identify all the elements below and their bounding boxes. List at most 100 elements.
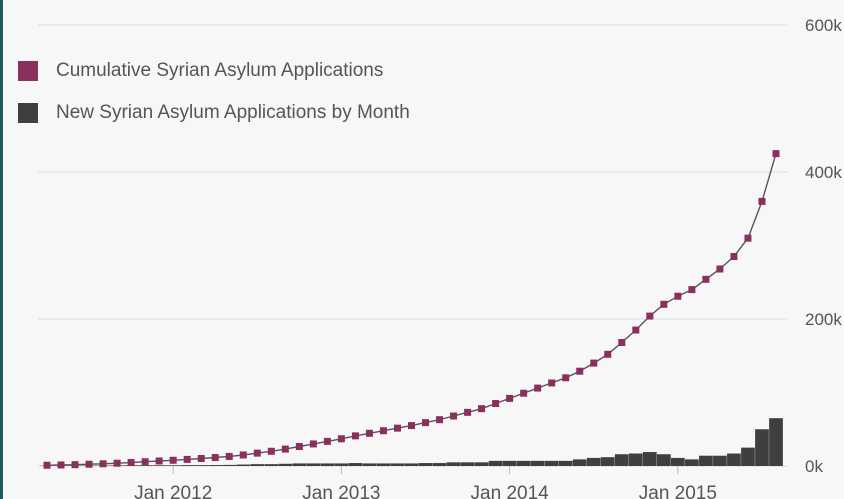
cumulative-point [744,234,752,242]
cumulative-point [772,150,780,158]
monthly-bar [769,418,783,466]
cumulative-point [618,339,626,347]
cumulative-point [295,443,303,451]
cumulative-point [351,432,359,440]
cumulative-point [253,449,261,457]
monthly-bar [474,462,489,466]
monthly-bar [264,464,279,466]
y-tick-label: 400k [805,163,842,182]
cumulative-point [393,424,401,432]
cumulative-point [281,445,289,453]
monthly-bar [586,457,601,466]
legend-label-cumulative: Cumulative Syrian Asylum Applications [56,60,384,81]
monthly-bar [727,453,741,466]
cumulative-point [57,461,65,469]
cumulative-point [267,447,275,455]
monthly-bar [152,465,167,466]
cumulative-point [674,292,682,300]
monthly-bar [222,464,237,466]
x-tick-label: Jan 2014 [471,483,550,499]
monthly-bar [558,460,573,466]
monthly-bar [628,453,643,466]
cumulative-point [127,458,135,466]
cumulative-point [450,412,458,420]
monthly-bar [404,463,419,466]
cumulative-line-group [46,153,777,466]
monthly-bar [278,463,293,466]
cumulative-point [365,429,373,437]
cumulative-point [183,455,191,463]
monthly-bar [250,464,265,466]
cumulative-point [211,454,219,462]
monthly-bar [432,463,447,466]
monthly-bar [699,455,713,466]
cumulative-point [464,408,472,416]
monthly-bar [194,465,209,466]
cumulative-point [590,359,598,367]
cumulative-point [239,451,247,459]
cumulative-point [520,389,528,397]
monthly-bar [138,465,153,466]
monthly-bar [502,460,517,466]
legend-item-monthly[interactable]: New Syrian Asylum Applications by Month [18,102,410,124]
y-tick-label: 600k [805,16,842,35]
cumulative-point [436,416,444,424]
monthly-bar [208,465,223,466]
cumulative-point [716,265,724,273]
cumulative-point [702,275,710,283]
cumulative-point [660,300,668,308]
legend: Cumulative Syrian Asylum Applications Ne… [18,60,410,144]
legend-swatch-cumulative [18,61,38,81]
cumulative-point [478,405,486,413]
monthly-bar [446,462,461,466]
monthly-bar [166,465,181,466]
monthly-bar [741,447,755,466]
monthly-bar [348,463,363,466]
cumulative-point [309,440,317,448]
x-axis-ticks: Jan 2012 Jan 2013 Jan 2014 Jan 2015 [134,466,717,499]
monthly-bar [460,462,475,466]
cumulative-point [408,422,415,430]
x-tick-label: Jan 2013 [302,483,380,499]
cumulative-point [43,461,51,469]
cumulative-point [99,460,107,468]
cumulative-point [155,457,163,465]
cumulative-point [646,312,654,320]
monthly-bar [685,459,699,466]
legend-item-cumulative[interactable]: Cumulative Syrian Asylum Applications [18,60,410,82]
x-tick-label: Jan 2012 [134,483,212,499]
monthly-bar [390,463,405,466]
monthly-bar [362,463,377,466]
cumulative-point [169,456,177,464]
cumulative-point [730,253,738,261]
cumulative-point [85,460,93,468]
monthly-bar [642,452,657,466]
cumulative-point [323,437,331,445]
legend-swatch-monthly [18,103,38,123]
cumulative-point [337,435,345,443]
legend-label-monthly: New Syrian Asylum Applications by Month [56,102,410,123]
cumulative-point [71,461,79,469]
cumulative-point [562,374,570,382]
monthly-bar [236,464,251,466]
cumulative-point [379,427,387,435]
monthly-bar [180,465,195,466]
cumulative-point [758,197,766,205]
monthly-bar [544,460,559,466]
monthly-bar [488,460,503,466]
monthly-bar [670,457,685,466]
cumulative-line [46,153,777,466]
cumulative-point [113,459,121,467]
cumulative-point [576,367,584,375]
y-tick-label: 200k [805,310,842,329]
y-axis-ticks: 0k 200k 400k 600k [805,16,842,476]
monthly-bar [516,460,531,466]
monthly-bar [320,463,335,466]
monthly-bar [418,463,433,466]
cumulative-point [548,379,556,387]
cumulative-point [604,350,612,358]
cumulative-markers [43,150,780,469]
cumulative-point [506,394,514,402]
monthly-bar [530,460,545,466]
